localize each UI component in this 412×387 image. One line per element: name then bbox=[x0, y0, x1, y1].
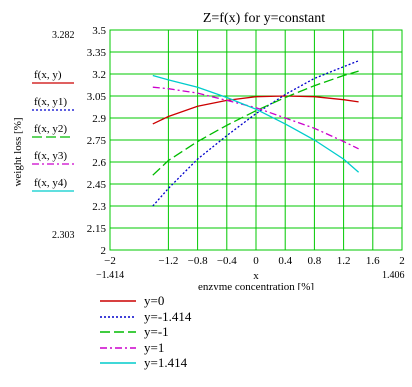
line-chart: Z=f(x) for y=constant weight loss [%] 3.… bbox=[12, 11, 405, 290]
series-function-label: f(x, y4) bbox=[34, 177, 67, 189]
y-range-max-label: 3.282 bbox=[52, 30, 75, 41]
series-function-label: f(x, y2) bbox=[34, 123, 67, 135]
legend-label: y=-1 bbox=[144, 324, 169, 339]
series-line bbox=[152, 86, 359, 150]
y-tick-label: 2.6 bbox=[92, 157, 106, 169]
series-line bbox=[152, 74, 360, 173]
legend-label: y=1 bbox=[144, 339, 165, 355]
chart-title: Z=f(x) for y=constant bbox=[203, 11, 325, 26]
x-tick-label: 1.6 bbox=[366, 255, 380, 267]
x-tick-label: 1.2 bbox=[337, 255, 351, 267]
series-function-label: f(x, y) bbox=[34, 69, 62, 81]
x-tick-label: 0.4 bbox=[278, 255, 292, 267]
legend-swatch bbox=[100, 346, 136, 349]
y-range-min-label: 2.303 bbox=[52, 230, 75, 241]
series-line bbox=[152, 95, 359, 125]
x-range-min-label: −1.414 bbox=[96, 270, 124, 281]
y-tick-label: 3.35 bbox=[87, 47, 107, 59]
y-axis-label: weight loss [%] bbox=[12, 117, 24, 186]
y-tick-label: 2.9 bbox=[92, 113, 106, 125]
series-line bbox=[152, 60, 359, 207]
legend-label: y=1.414 bbox=[144, 355, 188, 370]
legend-swatch bbox=[100, 331, 136, 333]
x-range-max-label: 1.406 bbox=[382, 270, 405, 281]
series-line bbox=[152, 70, 359, 176]
x-tick-label: 2 bbox=[399, 255, 405, 267]
y-tick-label: 3.2 bbox=[92, 69, 106, 81]
legend-swatch bbox=[100, 362, 136, 364]
legend-label: y=0 bbox=[144, 293, 165, 308]
y-tick-label: 3.05 bbox=[87, 91, 107, 103]
series-function-label: f(x, y1) bbox=[34, 96, 67, 108]
legend-swatch bbox=[100, 300, 136, 302]
legend-swatch bbox=[100, 315, 136, 318]
y-tick-label: 2.3 bbox=[92, 201, 106, 213]
x-axis-variable: x bbox=[253, 270, 259, 282]
legend-label: y=-1.414 bbox=[144, 308, 192, 324]
series-function-label: f(x, y3) bbox=[34, 150, 67, 162]
y-tick-label: 2 bbox=[101, 245, 107, 257]
x-axis-label: enzyme concentration [%] bbox=[198, 281, 314, 290]
y-tick-label: 2.45 bbox=[87, 179, 107, 191]
y-tick-label: 2.75 bbox=[87, 135, 107, 147]
x-tick-label: −2 bbox=[104, 255, 116, 267]
x-tick-label: −0.8 bbox=[188, 255, 208, 267]
x-tick-label: −0.4 bbox=[217, 255, 237, 267]
x-tick-label: −1.2 bbox=[158, 255, 178, 267]
x-tick-label: 0.8 bbox=[308, 255, 322, 267]
y-tick-label: 3.5 bbox=[92, 25, 106, 37]
x-tick-label: 0 bbox=[253, 255, 259, 267]
y-tick-label: 2.15 bbox=[87, 223, 107, 235]
